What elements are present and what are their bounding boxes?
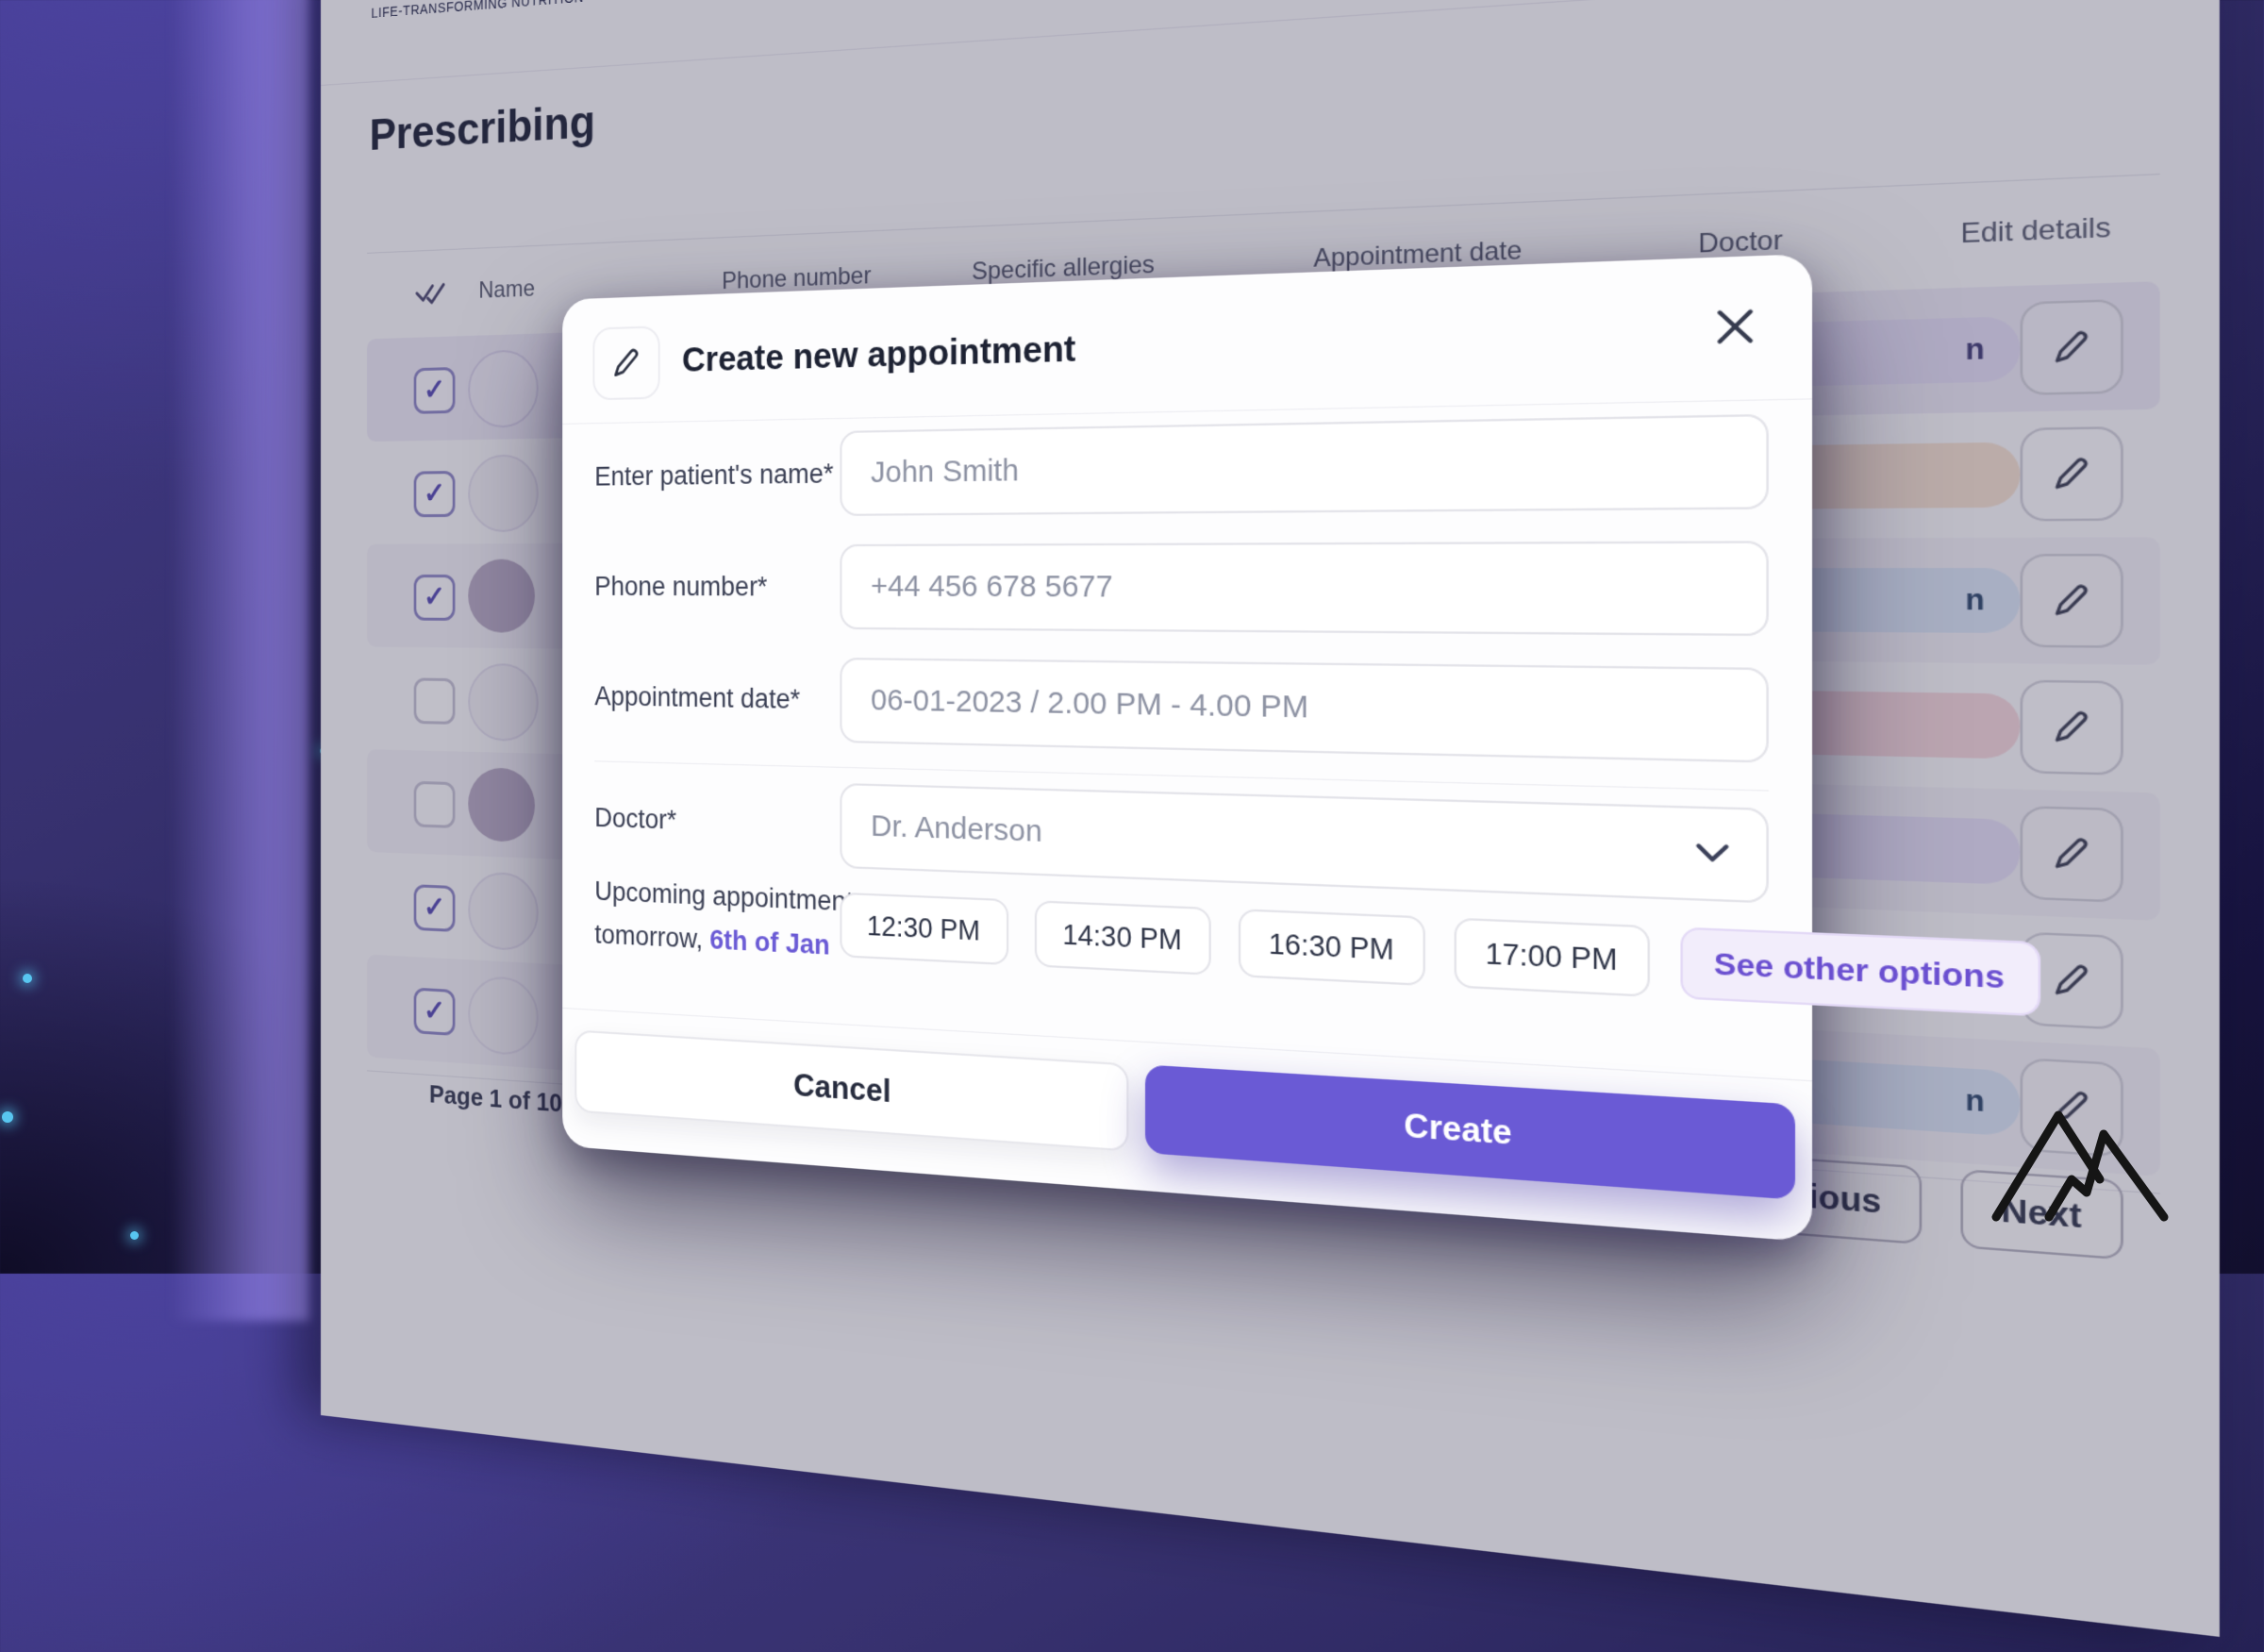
field-label: Appointment date* [594,680,801,714]
select-all-icon[interactable] [414,277,449,312]
col-header-edit: Edit details [1960,211,2111,250]
avatar [468,871,539,952]
page-title: Prescribing [369,94,595,160]
row-checkbox[interactable]: ✓ [413,367,456,414]
field-patient-name: Enter patient's name* John Smith [594,413,1769,518]
row-checkbox[interactable]: ✓ [413,471,456,518]
time-slot-chip[interactable]: 17:00 PM [1454,917,1651,997]
edit-details-button[interactable] [2020,426,2123,522]
close-icon[interactable] [1709,301,1762,352]
upcoming-date: 6th of Jan [709,925,830,961]
field-label: Phone number* [594,571,768,602]
field-label: Doctor* [594,802,677,835]
avatar [468,559,535,633]
avatar [468,662,539,743]
field-label: Enter patient's name* [594,458,834,492]
appointment-date-input[interactable]: 06-01-2023 / 2.00 PM - 4.00 PM [840,658,1769,763]
time-slot-chip[interactable]: 16:30 PM [1239,909,1425,987]
avatar [468,975,539,1058]
see-other-options-button[interactable]: See other options [1680,926,2040,1017]
avatar [468,454,539,533]
modal-title: Create new appointment [681,328,1076,380]
upcoming-date-label: tomorrow, 6th of Jan [594,919,830,961]
edit-details-button[interactable] [2020,679,2123,776]
sparkle-dot [23,974,32,983]
edit-details-button[interactable] [2020,553,2123,648]
row-checkbox[interactable] [413,677,456,725]
doctor-select[interactable]: Dr. Anderson [840,782,1769,904]
perspective-scene: tnc LIFE-TRANSFORMING NUTRITION Create N… [321,0,2220,1637]
field-appointment-date: Appointment date* 06-01-2023 / 2.00 PM -… [594,655,1769,763]
avatar [468,767,535,843]
time-slot-chip[interactable]: 14:30 PM [1034,900,1211,976]
phone-input[interactable]: +44 456 678 5677 [840,541,1769,637]
create-appointment-modal: Create new appointment Enter patient's n… [562,254,2040,1243]
topbar-divider [321,0,2220,87]
col-header-name: Name [478,275,535,304]
row-checkbox[interactable]: ✓ [413,987,456,1036]
row-checkbox[interactable] [413,780,456,828]
cancel-button[interactable]: Cancel [574,1029,1129,1152]
chevron-down-icon [1694,834,1730,874]
patient-name-input[interactable]: John Smith [840,413,1769,516]
edit-details-button[interactable] [2020,805,2123,903]
time-slot-chip[interactable]: 12:30 PM [840,892,1008,966]
time-slot-row: 12:30 PM 14:30 PM 16:30 PM 17:00 PM See … [840,892,2040,1017]
sparkle-dot [130,1231,139,1240]
upcoming-label: Upcoming appointments [594,876,867,918]
app-window: tnc LIFE-TRANSFORMING NUTRITION Create N… [321,0,2220,1637]
row-checkbox[interactable]: ✓ [413,575,456,621]
field-phone: Phone number* +44 456 678 5677 [594,541,1769,637]
edit-details-button[interactable] [2020,298,2123,396]
logo-tagline: LIFE-TRANSFORMING NUTRITION [371,0,585,21]
edge-glow [170,0,309,1321]
page-indicator: Page 1 of 10 [429,1078,562,1118]
create-button[interactable]: Create [1144,1064,1796,1200]
sparkle-dot [2,1111,13,1123]
row-checkbox[interactable]: ✓ [413,884,456,932]
pencil-icon [592,325,660,401]
mountain-logo [1989,1093,2172,1229]
avatar [468,349,539,428]
